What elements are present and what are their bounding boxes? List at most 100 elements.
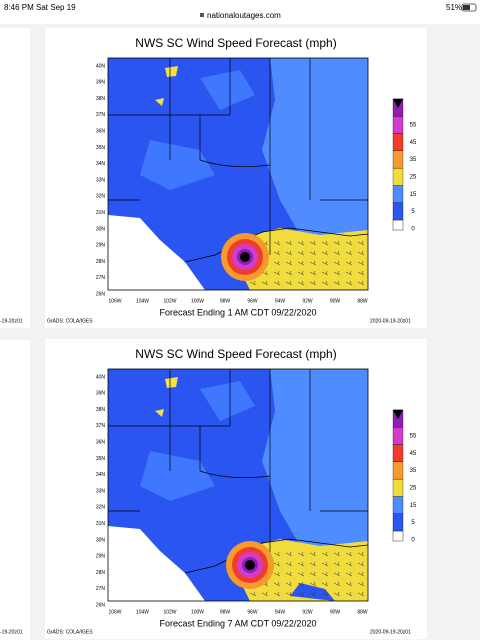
wind-barb: [285, 591, 293, 597]
wind-barb: [273, 250, 281, 256]
lat-label: 35N: [96, 145, 106, 151]
lat-label: 40N: [96, 374, 106, 380]
colorbar-label: 55: [410, 123, 417, 129]
battery: 51%: [446, 3, 462, 12]
colorbar-label: 0: [411, 226, 415, 232]
lon-label: 98W: [220, 298, 231, 304]
lon-label: 94W: [275, 609, 286, 615]
colorbar-segment: [392, 461, 404, 480]
coastline: [184, 227, 368, 263]
colorbar-segment: [392, 185, 404, 203]
red-river: [199, 159, 271, 168]
lat-label: 33N: [96, 177, 106, 183]
gulf-winds: [235, 228, 368, 290]
wind-barb: [261, 280, 269, 286]
lat-label: 38N: [96, 96, 106, 102]
colorbar-low: [392, 219, 404, 231]
forecast-panel: NWS SC Wind Speed Forecast (mph) 40N 39N 38…: [45, 339, 427, 639]
colorbar-label: 25: [410, 485, 417, 491]
wind-barb: [285, 250, 293, 256]
lon-label: 102W: [163, 298, 176, 304]
colorbar-segment: [392, 496, 404, 514]
credit: GrADS: COLA/IGES: [47, 629, 93, 635]
wind-barb: [309, 571, 317, 577]
wind-barb: [285, 280, 293, 286]
wind-barb: [297, 270, 305, 276]
wind-barb: [321, 571, 329, 577]
battery-icon: [461, 3, 477, 12]
right-margin: [445, 28, 480, 640]
wind-barb: [333, 571, 341, 577]
lat-label: 40N: [96, 63, 106, 69]
lon-label: 96W: [247, 298, 258, 304]
lat-label: 39N: [96, 391, 106, 397]
map-frame: [107, 368, 369, 602]
wind-barb: [297, 260, 305, 266]
colorbar-label: 45: [410, 140, 417, 146]
lon-label: 98W: [220, 609, 231, 615]
lat-label: 32N: [96, 194, 106, 200]
colorbar-segment: [392, 444, 404, 462]
colorbar-label: 45: [410, 451, 417, 457]
map-title: NWS SC Wind Speed Forecast (mph): [135, 347, 336, 361]
wind-barb: [309, 250, 317, 256]
wind-barb: [297, 591, 305, 597]
colorbar-segment: [392, 150, 404, 169]
wind-barb: [357, 260, 365, 266]
wind-barb: [345, 581, 353, 587]
lat-label: 27N: [96, 586, 106, 592]
wind-barb: [357, 561, 365, 567]
forecast-panel: NWS SC Wind Speed Forecast (mph) 40N 39N 38…: [45, 28, 427, 328]
wind-barb: [357, 270, 365, 276]
lat-label: 32N: [96, 505, 106, 511]
hurricane: [245, 560, 255, 570]
wind-barb: [357, 240, 365, 246]
wind-barb: [261, 591, 269, 597]
colorbar-label: 35: [410, 468, 417, 474]
wind-barb: [309, 561, 317, 567]
lat-label: 39N: [96, 80, 106, 86]
light-wind-patch: [140, 140, 215, 190]
wind-barb: [321, 280, 329, 286]
yellow-patch: [155, 98, 164, 106]
no-data: [108, 526, 205, 601]
wind-barb: [345, 591, 353, 597]
lat-label: 34N: [96, 161, 106, 167]
colorbar-segment: [392, 202, 404, 221]
wind-barb: [357, 581, 365, 587]
colorbar-label: 0: [411, 537, 415, 543]
wind-barb: [273, 551, 281, 557]
light-wind-east: [262, 58, 368, 240]
left-page-edge: [0, 340, 30, 640]
url[interactable]: nationaloutages.com: [207, 11, 281, 20]
colorbar-label: 5: [411, 520, 415, 526]
lat-label: 26N: [96, 292, 106, 298]
colorbar-label: 15: [410, 192, 417, 198]
caption: Forecast Ending 7 AM CDT 09/22/2020: [160, 618, 317, 628]
gulf-calm: [290, 583, 335, 601]
battery-level: [463, 5, 470, 10]
wind-barb: [333, 270, 341, 276]
light-wind-patch: [200, 381, 255, 421]
lat-label: 29N: [96, 554, 106, 560]
wind-barb: [321, 591, 329, 597]
map: [108, 369, 368, 601]
wind-barb: [309, 260, 317, 266]
colorbar-label: 25: [410, 174, 417, 180]
lon-label: 88W: [357, 609, 368, 615]
wind-barb: [273, 571, 281, 577]
yellow-patch: [165, 66, 178, 77]
colorbar-segment: [392, 478, 404, 497]
wind-barb: [285, 561, 293, 567]
wind-barb: [297, 240, 305, 246]
lat-label: 38N: [96, 407, 106, 413]
left-page-edge: [0, 28, 30, 328]
wind-barb: [285, 551, 293, 557]
colorbar-top: [393, 409, 403, 419]
wind-barb: [321, 250, 329, 256]
colorbar-top: [393, 98, 403, 108]
wind-barb: [309, 240, 317, 246]
wind-barb: [273, 591, 281, 597]
red-river: [199, 470, 271, 479]
